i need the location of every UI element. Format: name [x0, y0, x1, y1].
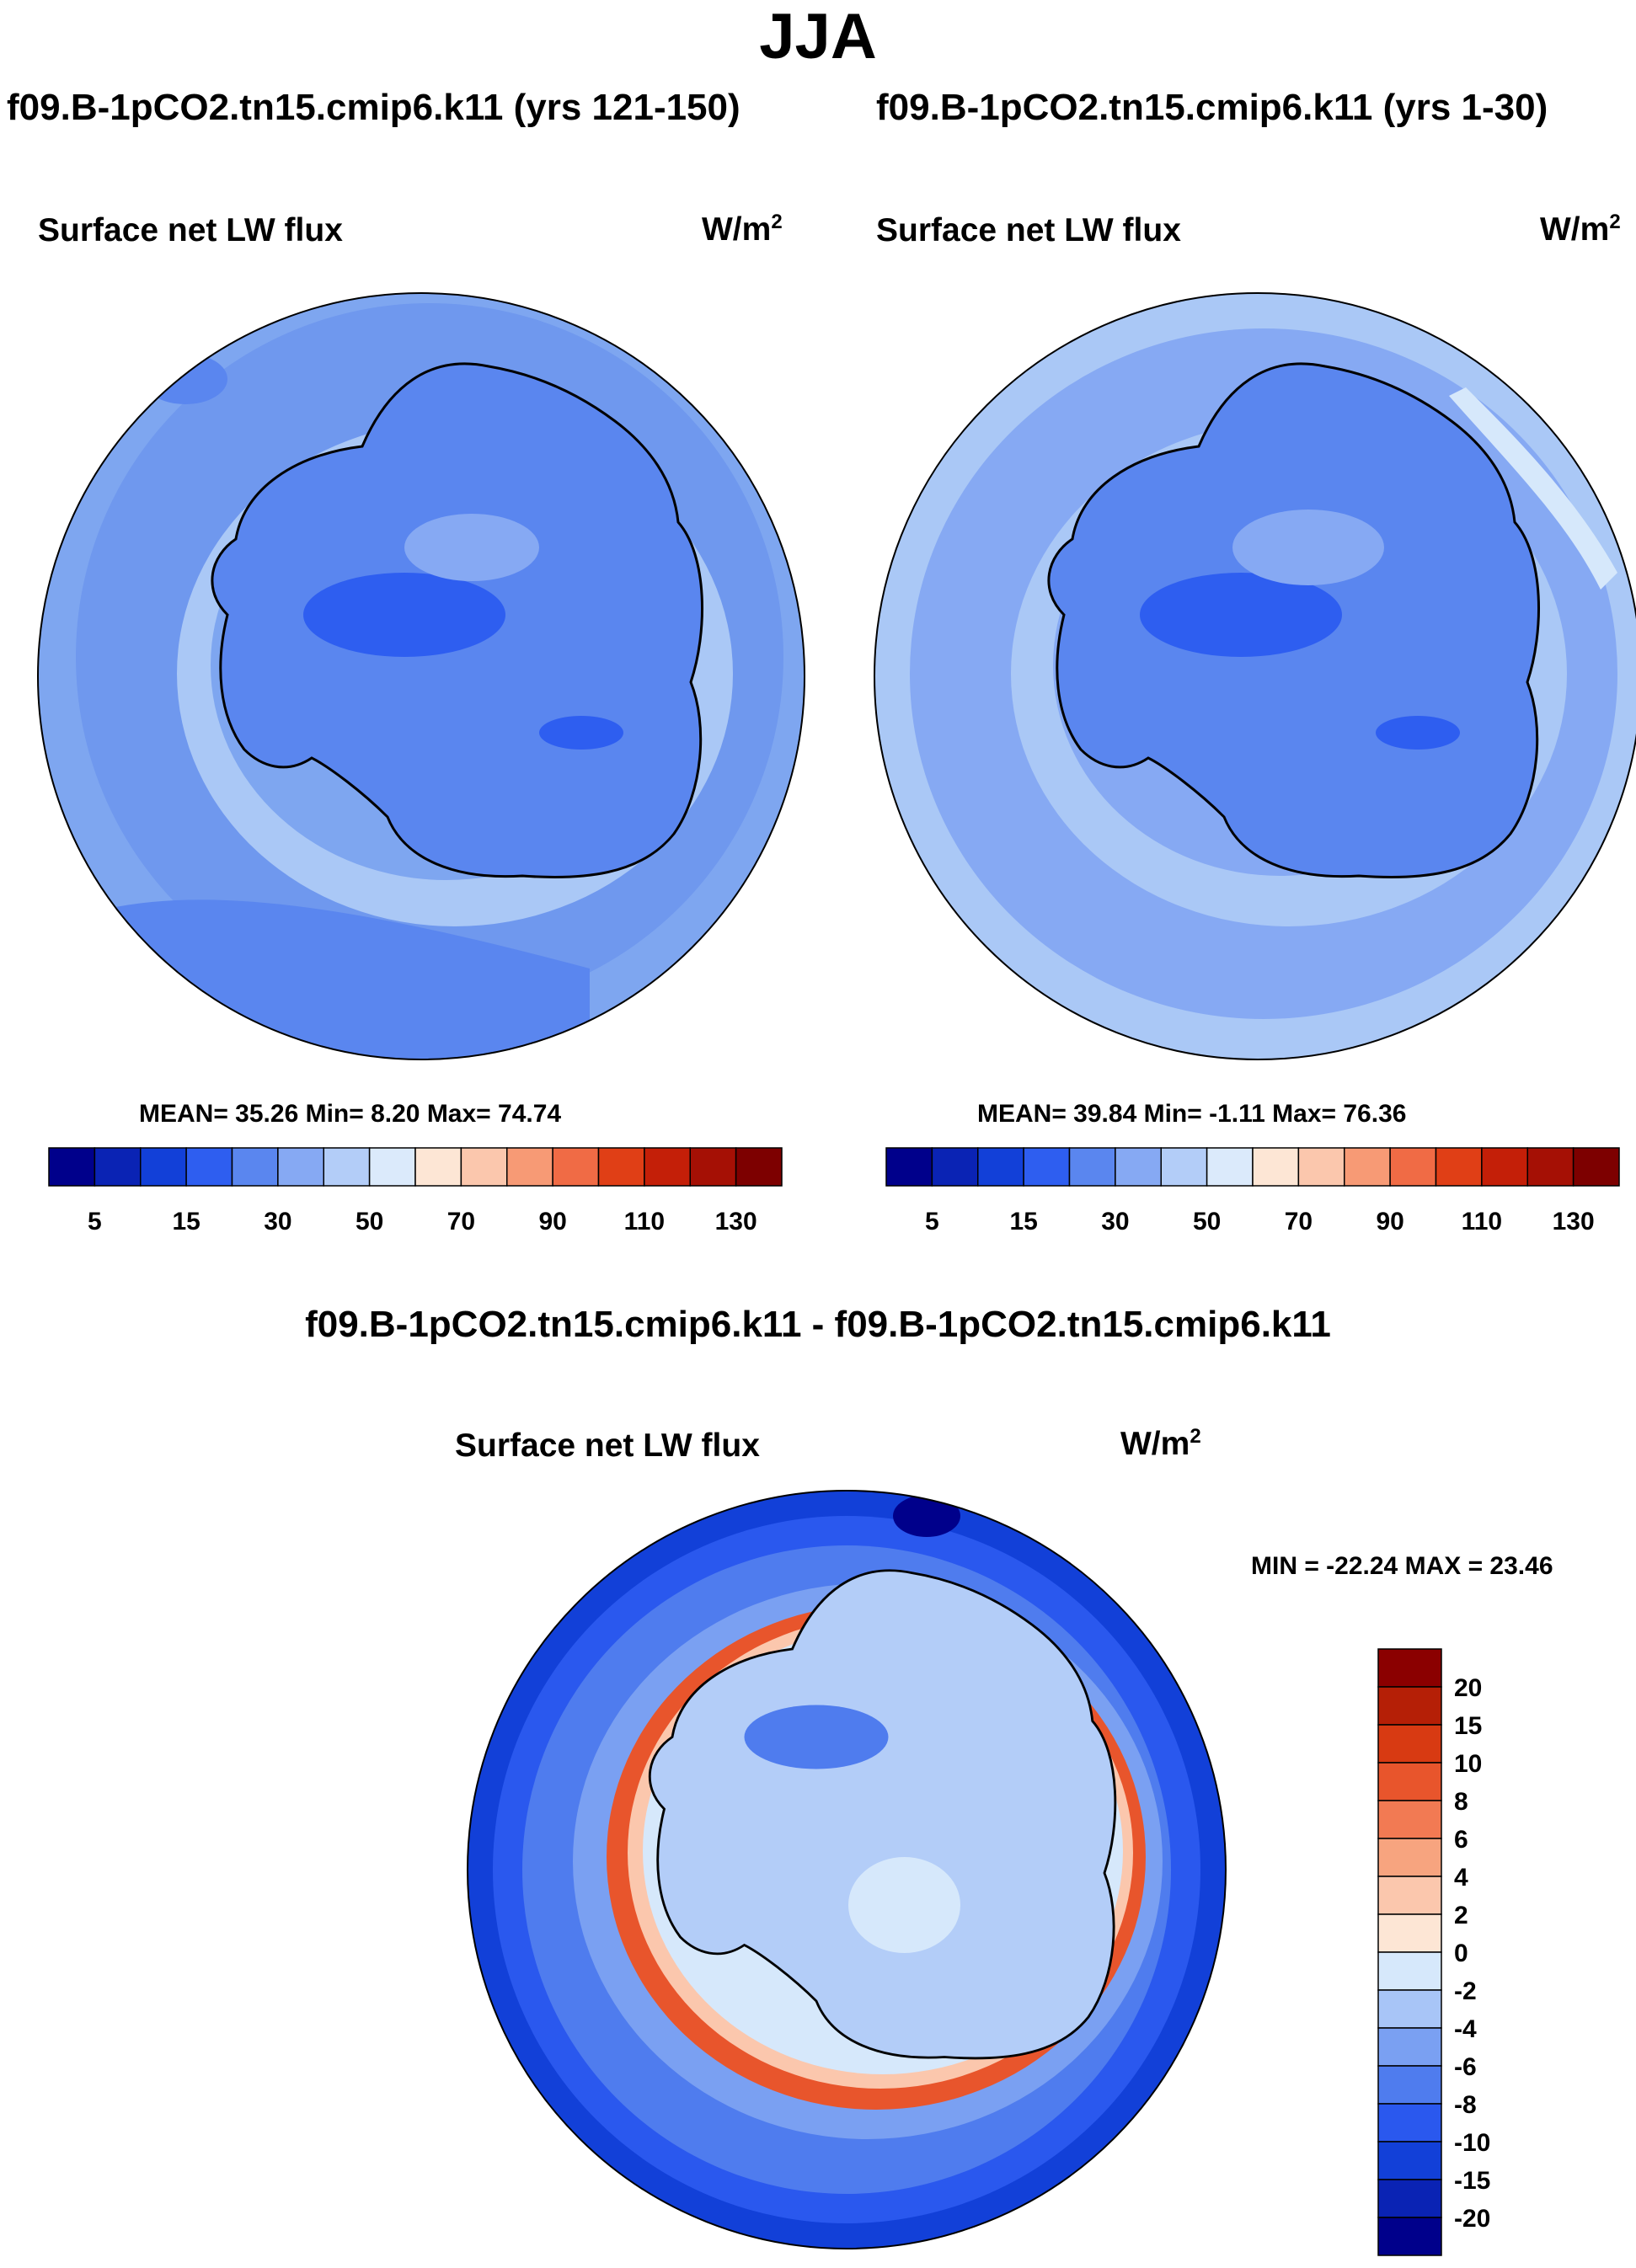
right-colorbar-swatch	[1481, 1147, 1528, 1187]
difference-colorbar-tick-label: -15	[1454, 2167, 1490, 2195]
difference-colorbar-swatch	[1377, 1913, 1442, 1953]
difference-colorbar-swatch	[1377, 2141, 1442, 2180]
right-colorbar-swatch	[1572, 1147, 1620, 1187]
difference-colorbar-tick-label: 6	[1454, 1826, 1468, 1854]
difference-colorbar-tick-label: -2	[1454, 1977, 1477, 2005]
difference-polar-map	[467, 1490, 1227, 2249]
left-colorbar-tick-label: 15	[172, 1208, 200, 1235]
diff-panel-field-title: Surface net LW flux	[455, 1428, 760, 1464]
right-colorbar-tick-label: 110	[1462, 1208, 1502, 1235]
difference-colorbar-swatch	[1377, 1951, 1442, 1991]
left-polar-map	[37, 292, 805, 1060]
left-colorbar-swatch	[689, 1147, 737, 1187]
right-colorbar-swatch	[977, 1147, 1024, 1187]
right-colorbar-swatch	[1526, 1147, 1575, 1187]
right-colorbar-swatch	[1389, 1147, 1437, 1187]
figure-title: JJA	[759, 1, 877, 72]
left-colorbar-swatch	[460, 1147, 508, 1187]
right-colorbar-swatch	[1435, 1147, 1483, 1187]
right-colorbar-swatch	[885, 1147, 933, 1187]
difference-colorbar-swatch	[1377, 1686, 1442, 1726]
diff-panel-units: W/m2	[1120, 1425, 1201, 1462]
left-panel-units: W/m2	[702, 211, 783, 248]
difference-colorbar-tick-label: 0	[1454, 1940, 1468, 1967]
difference-colorbar-tick-label: 15	[1454, 1712, 1482, 1740]
difference-title: f09.B-1pCO2.tn15.cmip6.k11 - f09.B-1pCO2…	[305, 1304, 1331, 1345]
left-colorbar-tick-label: 5	[88, 1208, 102, 1235]
difference-colorbar-swatch	[1377, 2065, 1442, 2105]
difference-colorbar-swatch	[1377, 2217, 1442, 2256]
left-colorbar-swatch	[140, 1147, 187, 1187]
left-colorbar-tick-label: 130	[715, 1208, 757, 1235]
diff-panel-stats: MIN = -22.24 MAX = 23.46	[1251, 1552, 1553, 1580]
right-colorbar: 5 15 30 50 70 90 110 130	[885, 1147, 1620, 1235]
right-panel-field-title: Surface net LW flux	[876, 212, 1181, 248]
difference-colorbar-tick-label: 20	[1454, 1674, 1482, 1702]
right-colorbar-swatch	[1068, 1147, 1116, 1187]
difference-colorbar-swatch	[1377, 2179, 1442, 2218]
left-colorbar-swatch	[368, 1147, 416, 1187]
left-panel-field-title: Surface net LW flux	[38, 212, 343, 248]
right-colorbar-swatch	[931, 1147, 979, 1187]
left-colorbar: 5 15 30 50 70 90 110 130	[48, 1147, 783, 1235]
right-colorbar-tick-label: 30	[1101, 1208, 1129, 1235]
left-colorbar-swatch	[414, 1147, 462, 1187]
left-colorbar-tick-label: 110	[624, 1208, 665, 1235]
right-panel-run-title: f09.B-1pCO2.tn15.cmip6.k11 (yrs 1-30)	[876, 87, 1548, 128]
right-colorbar-swatch	[1344, 1147, 1391, 1187]
difference-colorbar-swatch	[1377, 1762, 1442, 1801]
right-polar-map	[874, 292, 1636, 1060]
left-colorbar-tick-label: 50	[356, 1208, 383, 1235]
left-colorbar-swatch	[552, 1147, 600, 1187]
right-colorbar-swatch	[1115, 1147, 1162, 1187]
left-colorbar-swatch	[48, 1147, 96, 1187]
difference-colorbar-tick-label: -6	[1454, 2053, 1477, 2081]
difference-colorbar-swatch	[1377, 1800, 1442, 1839]
right-panel-units: W/m2	[1540, 211, 1621, 248]
left-colorbar-tick-label: 30	[264, 1208, 291, 1235]
difference-colorbar-swatch	[1377, 1724, 1442, 1764]
difference-colorbar-tick-label: -10	[1454, 2129, 1490, 2157]
right-colorbar-tick-label: 50	[1193, 1208, 1221, 1235]
difference-colorbar-tick-label: 4	[1454, 1864, 1468, 1892]
difference-colorbar-swatch	[1377, 1648, 1442, 1688]
difference-colorbar-tick-label: 8	[1454, 1788, 1468, 1816]
left-colorbar-swatch	[94, 1147, 142, 1187]
left-colorbar-swatch	[644, 1147, 691, 1187]
difference-colorbar-tick-label: -20	[1454, 2205, 1490, 2233]
left-colorbar-tick-label: 70	[447, 1208, 475, 1235]
difference-colorbar-tick-label: -8	[1454, 2091, 1477, 2119]
right-colorbar-tick-label: 90	[1376, 1208, 1403, 1235]
left-colorbar-swatch	[323, 1147, 371, 1187]
difference-colorbar-tick-label: 2	[1454, 1902, 1468, 1929]
right-colorbar-swatch	[1160, 1147, 1208, 1187]
difference-colorbar-swatch	[1377, 1989, 1442, 2029]
right-colorbar-tick-label: 5	[925, 1208, 939, 1235]
right-panel-stats: MEAN= 39.84 Min= -1.11 Max= 76.36	[977, 1100, 1407, 1128]
left-panel-stats: MEAN= 35.26 Min= 8.20 Max= 74.74	[139, 1100, 562, 1128]
left-colorbar-tick-label: 90	[538, 1208, 566, 1235]
right-colorbar-swatch	[1297, 1147, 1345, 1187]
left-colorbar-swatch	[185, 1147, 233, 1187]
difference-colorbar-swatch	[1377, 2103, 1442, 2143]
left-colorbar-swatch	[506, 1147, 553, 1187]
difference-colorbar-swatch	[1377, 2027, 1442, 2067]
left-panel-run-title: f09.B-1pCO2.tn15.cmip6.k11 (yrs 121-150)	[7, 87, 740, 128]
difference-colorbar-swatch	[1377, 1838, 1442, 1877]
difference-colorbar-swatch	[1377, 1876, 1442, 1915]
left-colorbar-swatch	[277, 1147, 324, 1187]
right-colorbar-tick-label: 130	[1553, 1208, 1595, 1235]
left-colorbar-swatch	[231, 1147, 279, 1187]
left-colorbar-swatch	[597, 1147, 645, 1187]
right-colorbar-swatch	[1206, 1147, 1254, 1187]
difference-colorbar-tick-label: 10	[1454, 1750, 1482, 1778]
left-colorbar-swatch	[735, 1147, 783, 1187]
right-colorbar-swatch	[1023, 1147, 1071, 1187]
difference-colorbar-tick-label: -4	[1454, 2015, 1477, 2043]
right-colorbar-tick-label: 70	[1285, 1208, 1313, 1235]
right-colorbar-swatch	[1252, 1147, 1300, 1187]
right-colorbar-tick-label: 15	[1009, 1208, 1037, 1235]
